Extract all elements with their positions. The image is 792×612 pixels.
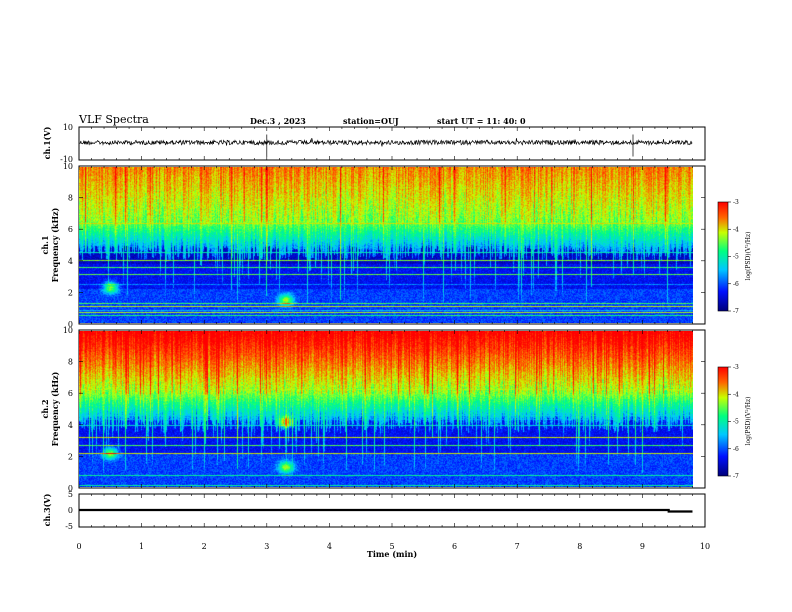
colorbar-tick-label: -6 [733, 446, 739, 453]
ch1-frequency-label: Frequency (kHz) [50, 207, 60, 282]
ch1-waveform-line [78, 134, 693, 157]
colorbar-tick-label: -3 [733, 199, 739, 206]
colorbar-tick-label: -3 [733, 364, 739, 371]
ch2-frequency-label: Frequency (kHz) [50, 371, 60, 446]
x-tick-label: 9 [640, 542, 645, 551]
x-tick-label: 6 [452, 542, 457, 551]
freq-tick-label: 0 [68, 484, 73, 493]
colorbar-tick-label: -7 [733, 473, 739, 480]
ch3-ytick-bottom: -5 [65, 522, 73, 531]
x-tick-label: 5 [389, 542, 394, 551]
ch3-ytick-top: 5 [68, 490, 73, 499]
ch3-signal-line [79, 508, 693, 513]
ch2-spectrogram-panel: 0 2 4 6 8 10 ch.2 Frequency (kHz) [40, 326, 706, 493]
freq-tick-label: 0 [68, 320, 73, 329]
freq-tick-label: 6 [68, 389, 73, 398]
x-tick-label: 4 [327, 542, 332, 551]
ch1-colorbar: -3 -4 -5 -6 -7 log(PSD)(V²/Hz) [717, 199, 752, 315]
freq-tick-label: 4 [68, 421, 73, 430]
ch1-spectrogram-image [79, 167, 693, 323]
station-label: station=OUJ [343, 116, 399, 126]
ch1-colorbar-label: log(PSD)(V²/Hz) [745, 232, 752, 281]
date-label: Dec.3 , 2023 [250, 116, 306, 126]
colorbar-tick-label: -4 [733, 391, 739, 398]
freq-tick-label: 10 [63, 162, 73, 171]
ch1-channel-label: ch.1 [40, 235, 50, 254]
x-axis-label: Time (min) [367, 549, 417, 559]
x-tick-label: 7 [515, 542, 520, 551]
ch3-signal-panel: 5 0 -5 ch.3(V) [42, 490, 706, 531]
x-tick-label: 8 [577, 542, 582, 551]
ch2-colorbar-label: log(PSD)(V²/Hz) [745, 397, 752, 446]
x-tick-label: 2 [202, 542, 207, 551]
freq-tick-label: 10 [63, 326, 73, 335]
ch1-ytick-bottom: -10 [60, 155, 73, 164]
freq-tick-label: 8 [68, 194, 73, 203]
x-tick-label: 3 [264, 542, 269, 551]
freq-tick-label: 2 [68, 452, 73, 461]
ch2-channel-label: ch.2 [40, 399, 50, 418]
x-tick-labels: 0 1 2 3 4 5 6 7 8 9 10 [76, 542, 710, 551]
ch2-spectrogram-image [79, 331, 693, 487]
colorbar-tick-label: -5 [733, 419, 739, 426]
chart-title: VLF Spectra [79, 113, 149, 126]
freq-tick-label: 2 [68, 288, 73, 297]
ch1-ytick-top: 10 [63, 123, 73, 132]
freq-tick-label: 8 [68, 358, 73, 367]
freq-tick-label: 6 [68, 225, 73, 234]
colorbar-tick-label: -6 [733, 281, 739, 288]
x-tick-label: 0 [76, 542, 81, 551]
ch1-spectrogram-panel: 0 2 4 6 8 10 ch.1 Frequency (kHz) [40, 162, 706, 329]
x-tick-label: 10 [700, 542, 710, 551]
ch1-ylabel: ch.1(V) [42, 126, 52, 159]
colorbar-tick-label: -4 [733, 226, 739, 233]
colorbar-tick-label: -5 [733, 254, 739, 261]
start-time-label: start UT = 11: 40: 0 [437, 116, 526, 126]
ch3-ylabel: ch.3(V) [42, 493, 52, 526]
x-tick-label: 1 [139, 542, 144, 551]
freq-tick-label: 4 [68, 257, 73, 266]
ch1-waveform-panel: 10 -10 ch.1(V) [42, 123, 706, 164]
ch3-ytick-mid: 0 [68, 506, 73, 515]
ch2-colorbar: -3 -4 -5 -6 -7 log(PSD)(V²/Hz) [717, 364, 752, 480]
colorbar-tick-label: -7 [733, 308, 739, 315]
